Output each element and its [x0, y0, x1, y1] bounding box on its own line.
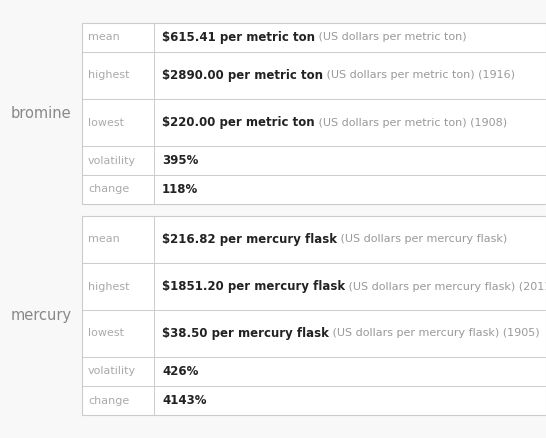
Text: change: change: [88, 184, 129, 194]
Text: lowest: lowest: [88, 328, 124, 339]
Text: (US dollars per mercury flask) (1905): (US dollars per mercury flask) (1905): [329, 328, 539, 339]
Text: $220.00 per metric ton: $220.00 per metric ton: [162, 116, 314, 129]
Text: 118%: 118%: [162, 183, 198, 196]
Text: $38.50 per mercury flask: $38.50 per mercury flask: [162, 327, 329, 340]
Text: volatility: volatility: [88, 155, 136, 166]
Text: (US dollars per metric ton) (1916): (US dollars per metric ton) (1916): [323, 71, 515, 81]
Text: mean: mean: [88, 234, 120, 244]
Text: (US dollars per metric ton): (US dollars per metric ton): [315, 32, 467, 42]
Text: mercury: mercury: [10, 308, 72, 323]
Text: (US dollars per mercury flask) (2011): (US dollars per mercury flask) (2011): [345, 282, 546, 292]
Text: (US dollars per metric ton) (1908): (US dollars per metric ton) (1908): [314, 117, 507, 127]
Text: 4143%: 4143%: [162, 394, 206, 407]
Text: bromine: bromine: [11, 106, 72, 121]
Text: $1851.20 per mercury flask: $1851.20 per mercury flask: [162, 280, 345, 293]
Text: (US dollars per mercury flask): (US dollars per mercury flask): [337, 234, 507, 244]
Text: highest: highest: [88, 71, 129, 81]
Bar: [82, 23, 546, 204]
Text: lowest: lowest: [88, 117, 124, 127]
Text: 426%: 426%: [162, 365, 198, 378]
Text: mean: mean: [88, 32, 120, 42]
Text: volatility: volatility: [88, 367, 136, 377]
Text: highest: highest: [88, 282, 129, 292]
Text: $615.41 per metric ton: $615.41 per metric ton: [162, 31, 315, 44]
Text: $2890.00 per metric ton: $2890.00 per metric ton: [162, 69, 323, 82]
Text: $216.82 per mercury flask: $216.82 per mercury flask: [162, 233, 337, 246]
Bar: [82, 216, 546, 415]
Text: 395%: 395%: [162, 154, 198, 167]
Text: change: change: [88, 396, 129, 406]
